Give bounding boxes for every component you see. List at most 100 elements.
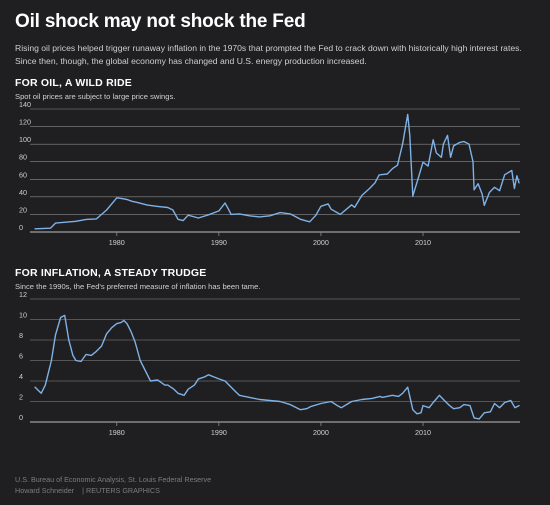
inflation-data-point bbox=[198, 378, 199, 380]
inflation-data-point bbox=[218, 378, 220, 380]
oil-data-point bbox=[361, 195, 363, 196]
inflation-data-point bbox=[320, 403, 322, 404]
oil-data-point bbox=[432, 139, 434, 141]
oil-data-point bbox=[339, 214, 341, 215]
oil-data-point bbox=[146, 204, 148, 206]
inflation-data-point bbox=[300, 409, 301, 411]
oil-data-point bbox=[187, 214, 189, 216]
oil-y-tick-label: 0 bbox=[19, 223, 23, 232]
oil-y-tick-label: 100 bbox=[19, 135, 31, 144]
oil-data-point bbox=[450, 156, 451, 158]
oil-y-tick-label: 80 bbox=[19, 153, 27, 162]
oil-data-point bbox=[417, 178, 419, 180]
inflation-y-tick-label: 2 bbox=[19, 393, 23, 402]
inflation-data-point bbox=[428, 407, 430, 409]
inflation-y-tick-label: 4 bbox=[19, 372, 23, 381]
inflation-data-point bbox=[518, 405, 520, 406]
oil-data-point bbox=[34, 228, 36, 230]
oil-data-point bbox=[494, 186, 495, 188]
oil-data-point bbox=[354, 207, 356, 208]
inflation-data-point bbox=[463, 404, 465, 405]
oil-y-tick-label: 60 bbox=[19, 170, 27, 179]
oil-data-point bbox=[218, 210, 220, 212]
byline-line: Howard Schneider | REUTERS GRAPHICS bbox=[15, 486, 211, 497]
oil-price-chart: 0 20 40 60 80 100 120 140 1980 1990 2000 2010 bbox=[19, 100, 520, 247]
inflation-data-point bbox=[459, 407, 461, 409]
oil-data-point bbox=[111, 203, 113, 205]
inflation-data-point bbox=[60, 317, 62, 318]
inflation-data-point bbox=[130, 331, 132, 333]
inflation-data-point bbox=[34, 386, 36, 388]
oil-data-point bbox=[65, 221, 67, 223]
source-line: U.S. Bureau of Economic Analysis, St. Lo… bbox=[15, 475, 212, 484]
oil-data-point bbox=[315, 214, 317, 216]
oil-data-point bbox=[516, 175, 518, 177]
inflation-data-point bbox=[90, 354, 92, 356]
inflation-data-point bbox=[432, 402, 434, 403]
inflation-data-point bbox=[249, 397, 250, 398]
oil-data-point bbox=[443, 143, 444, 145]
oil-chart-title: FOR OIL, A WILD RIDE bbox=[15, 77, 132, 89]
inflation-data-point bbox=[95, 350, 97, 352]
inflation-x-tick-label: 2000 bbox=[313, 428, 329, 437]
inflation-y-tick-label: 10 bbox=[19, 311, 27, 320]
oil-data-point bbox=[95, 218, 97, 220]
inflation-chart-title: FOR INFLATION, A STEADY TRUDGE bbox=[15, 267, 207, 279]
oil-data-point bbox=[472, 161, 474, 163]
oil-data-point bbox=[330, 208, 332, 210]
inflation-data-point bbox=[193, 384, 195, 386]
oil-y-tick-label: 140 bbox=[19, 100, 31, 109]
oil-data-point bbox=[327, 203, 329, 205]
oil-data-point bbox=[488, 192, 490, 193]
oil-data-point bbox=[55, 222, 56, 224]
oil-y-tick-label: 40 bbox=[19, 188, 27, 197]
inflation-data-point bbox=[494, 403, 495, 404]
inflation-data-point bbox=[224, 380, 226, 382]
inflation-data-point bbox=[420, 412, 422, 414]
inflation-data-point bbox=[101, 345, 102, 347]
oil-data-point bbox=[346, 208, 347, 210]
oil-data-point bbox=[499, 190, 500, 192]
inflation-data-point bbox=[330, 401, 332, 402]
oil-data-point bbox=[402, 143, 404, 145]
inflation-data-point bbox=[402, 392, 404, 394]
oil-data-point bbox=[227, 207, 229, 209]
inflation-data-point bbox=[398, 395, 399, 397]
oil-data-point bbox=[177, 218, 179, 220]
inflation-data-point bbox=[473, 417, 475, 419]
oil-x-tick-label: 2000 bbox=[313, 238, 329, 247]
oil-data-point bbox=[126, 199, 128, 200]
oil-data-point bbox=[116, 197, 118, 199]
inflation-y-tick-label: 0 bbox=[19, 413, 23, 422]
inflation-data-point bbox=[228, 384, 230, 386]
credit: | REUTERS GRAPHICS bbox=[82, 485, 160, 495]
inflation-data-point bbox=[371, 398, 373, 399]
oil-data-point bbox=[504, 174, 506, 176]
inflation-data-point bbox=[422, 405, 424, 406]
inflation-chart-subtitle: Since the 1990s, the Fed's preferred mea… bbox=[15, 282, 261, 291]
oil-data-point bbox=[422, 161, 424, 163]
inflation-chart: 0 2 4 6 8 10 12 1980 1990 2000 2010 bbox=[19, 290, 520, 437]
oil-data-point bbox=[409, 134, 411, 136]
inflation-data-point bbox=[55, 334, 56, 336]
inflation-data-point bbox=[449, 405, 450, 406]
oil-data-point bbox=[50, 227, 51, 229]
oil-data-point bbox=[407, 113, 409, 115]
oil-data-point bbox=[85, 219, 87, 220]
oil-data-point bbox=[518, 182, 520, 184]
inflation-data-point bbox=[123, 320, 125, 321]
inflation-data-point bbox=[139, 360, 141, 361]
inflation-data-point bbox=[279, 401, 281, 402]
inflation-data-point bbox=[106, 333, 107, 335]
inflation-data-point bbox=[177, 392, 179, 394]
inflation-data-point bbox=[134, 341, 136, 343]
inflation-data-point bbox=[289, 404, 291, 405]
inflation-data-point bbox=[116, 323, 118, 324]
oil-data-point bbox=[374, 182, 376, 184]
inflation-data-point bbox=[234, 390, 236, 392]
oil-data-point bbox=[477, 183, 479, 185]
inflation-data-point bbox=[514, 407, 516, 409]
oil-data-point bbox=[289, 213, 291, 215]
oil-data-point bbox=[269, 215, 271, 217]
inflation-data-point bbox=[499, 407, 500, 409]
